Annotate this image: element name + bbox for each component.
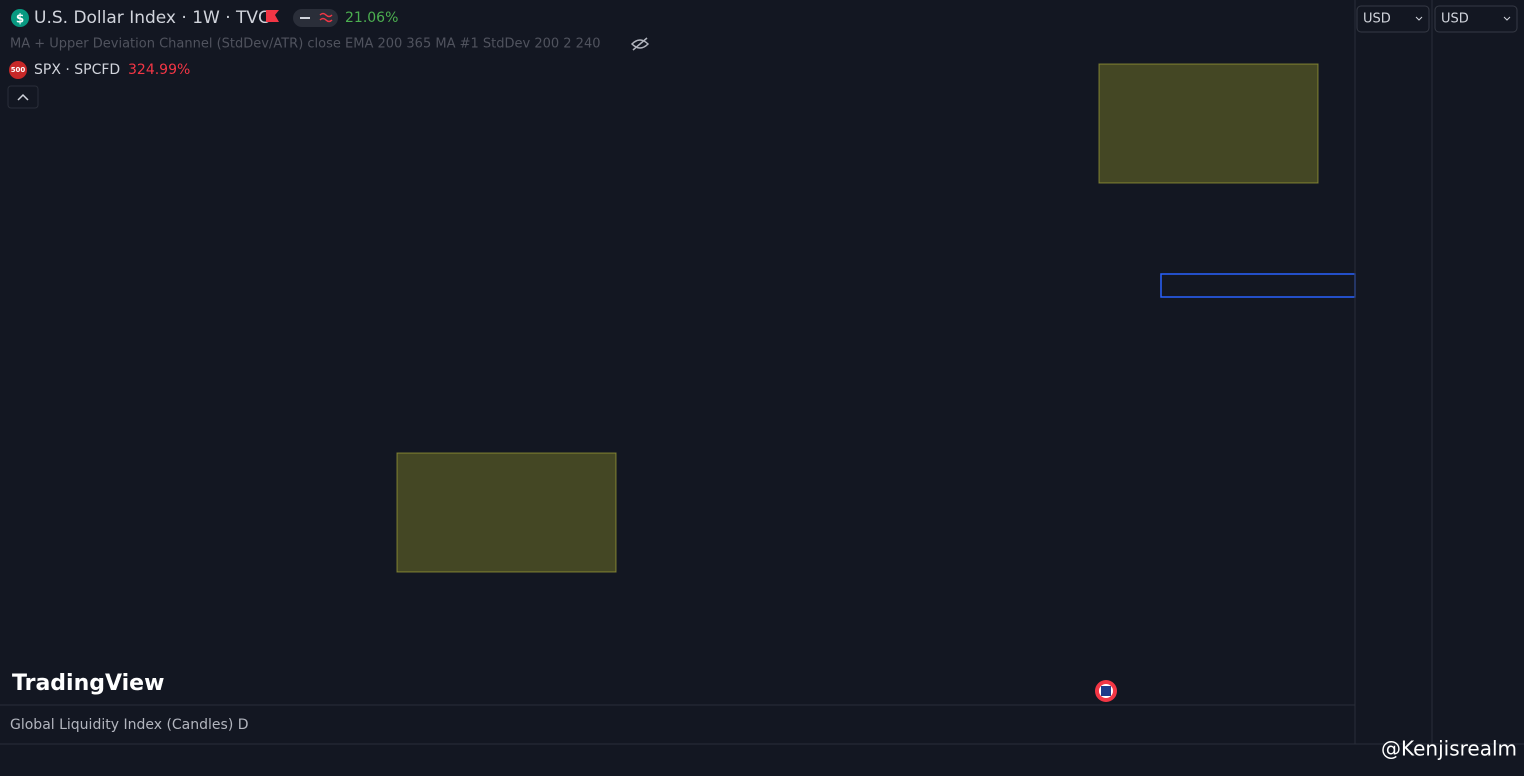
currency-label: USD <box>1441 12 1469 27</box>
chart-title: U.S. Dollar Index · 1W · TVC <box>34 8 270 28</box>
toggle[interactable] <box>293 9 338 27</box>
symbol-logo <box>11 9 29 27</box>
dropdown-icon <box>1503 16 1511 21</box>
symbol-logo-text: $ <box>16 12 24 26</box>
collapse-icon <box>17 93 29 101</box>
legend-entry: SPX · SPCFD <box>34 62 120 78</box>
hide-icon[interactable] <box>630 37 650 51</box>
toggle-icon <box>319 12 333 23</box>
collapse-button[interactable] <box>7 85 39 109</box>
eye-slash <box>632 37 648 51</box>
flag-icon[interactable] <box>266 10 279 22</box>
drawings <box>396 63 1356 573</box>
spx-logo-text: 500 <box>11 66 26 74</box>
highlight-box <box>396 452 617 573</box>
title-change: 21.06% <box>345 10 398 26</box>
watermark: @Kenjisrealm <box>1381 737 1517 761</box>
currency-label: USD <box>1363 12 1391 27</box>
pane-title: Global Liquidity Index (Candles) D <box>10 717 249 733</box>
currency-select[interactable] <box>1356 5 1430 33</box>
logo: TradingView <box>12 671 164 696</box>
spx-logo <box>9 61 27 79</box>
legend-value: 324.99% <box>128 62 190 78</box>
highlight-box <box>1098 63 1319 184</box>
indicator-label: MA + Upper Deviation Channel (StdDev/ATR… <box>10 37 601 52</box>
flag <box>1101 686 1111 696</box>
dropdown-icon <box>1415 16 1423 21</box>
currency-select[interactable] <box>1434 5 1518 33</box>
